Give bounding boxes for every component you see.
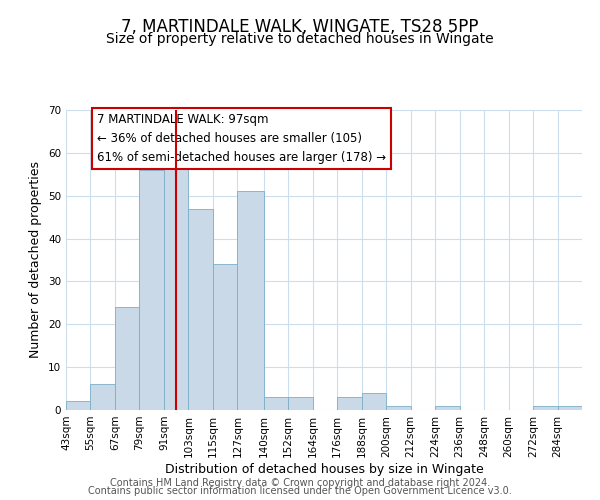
- Text: Contains public sector information licensed under the Open Government Licence v3: Contains public sector information licen…: [88, 486, 512, 496]
- Text: 7, MARTINDALE WALK, WINGATE, TS28 5PP: 7, MARTINDALE WALK, WINGATE, TS28 5PP: [121, 18, 479, 36]
- Y-axis label: Number of detached properties: Number of detached properties: [29, 162, 43, 358]
- Bar: [91, 384, 115, 410]
- X-axis label: Distribution of detached houses by size in Wingate: Distribution of detached houses by size …: [164, 462, 484, 475]
- Bar: [289, 397, 313, 410]
- Text: 7 MARTINDALE WALK: 97sqm
← 36% of detached houses are smaller (105)
61% of semi-: 7 MARTINDALE WALK: 97sqm ← 36% of detach…: [97, 113, 386, 164]
- Bar: [115, 307, 139, 410]
- Bar: [188, 208, 213, 410]
- Text: Size of property relative to detached houses in Wingate: Size of property relative to detached ho…: [106, 32, 494, 46]
- Bar: [238, 192, 264, 410]
- Bar: [533, 406, 557, 410]
- Bar: [362, 393, 386, 410]
- Bar: [164, 166, 188, 410]
- Bar: [557, 406, 582, 410]
- Bar: [337, 397, 362, 410]
- Bar: [435, 406, 460, 410]
- Bar: [66, 402, 91, 410]
- Bar: [139, 170, 164, 410]
- Bar: [386, 406, 410, 410]
- Text: Contains HM Land Registry data © Crown copyright and database right 2024.: Contains HM Land Registry data © Crown c…: [110, 478, 490, 488]
- Bar: [264, 397, 289, 410]
- Bar: [213, 264, 238, 410]
